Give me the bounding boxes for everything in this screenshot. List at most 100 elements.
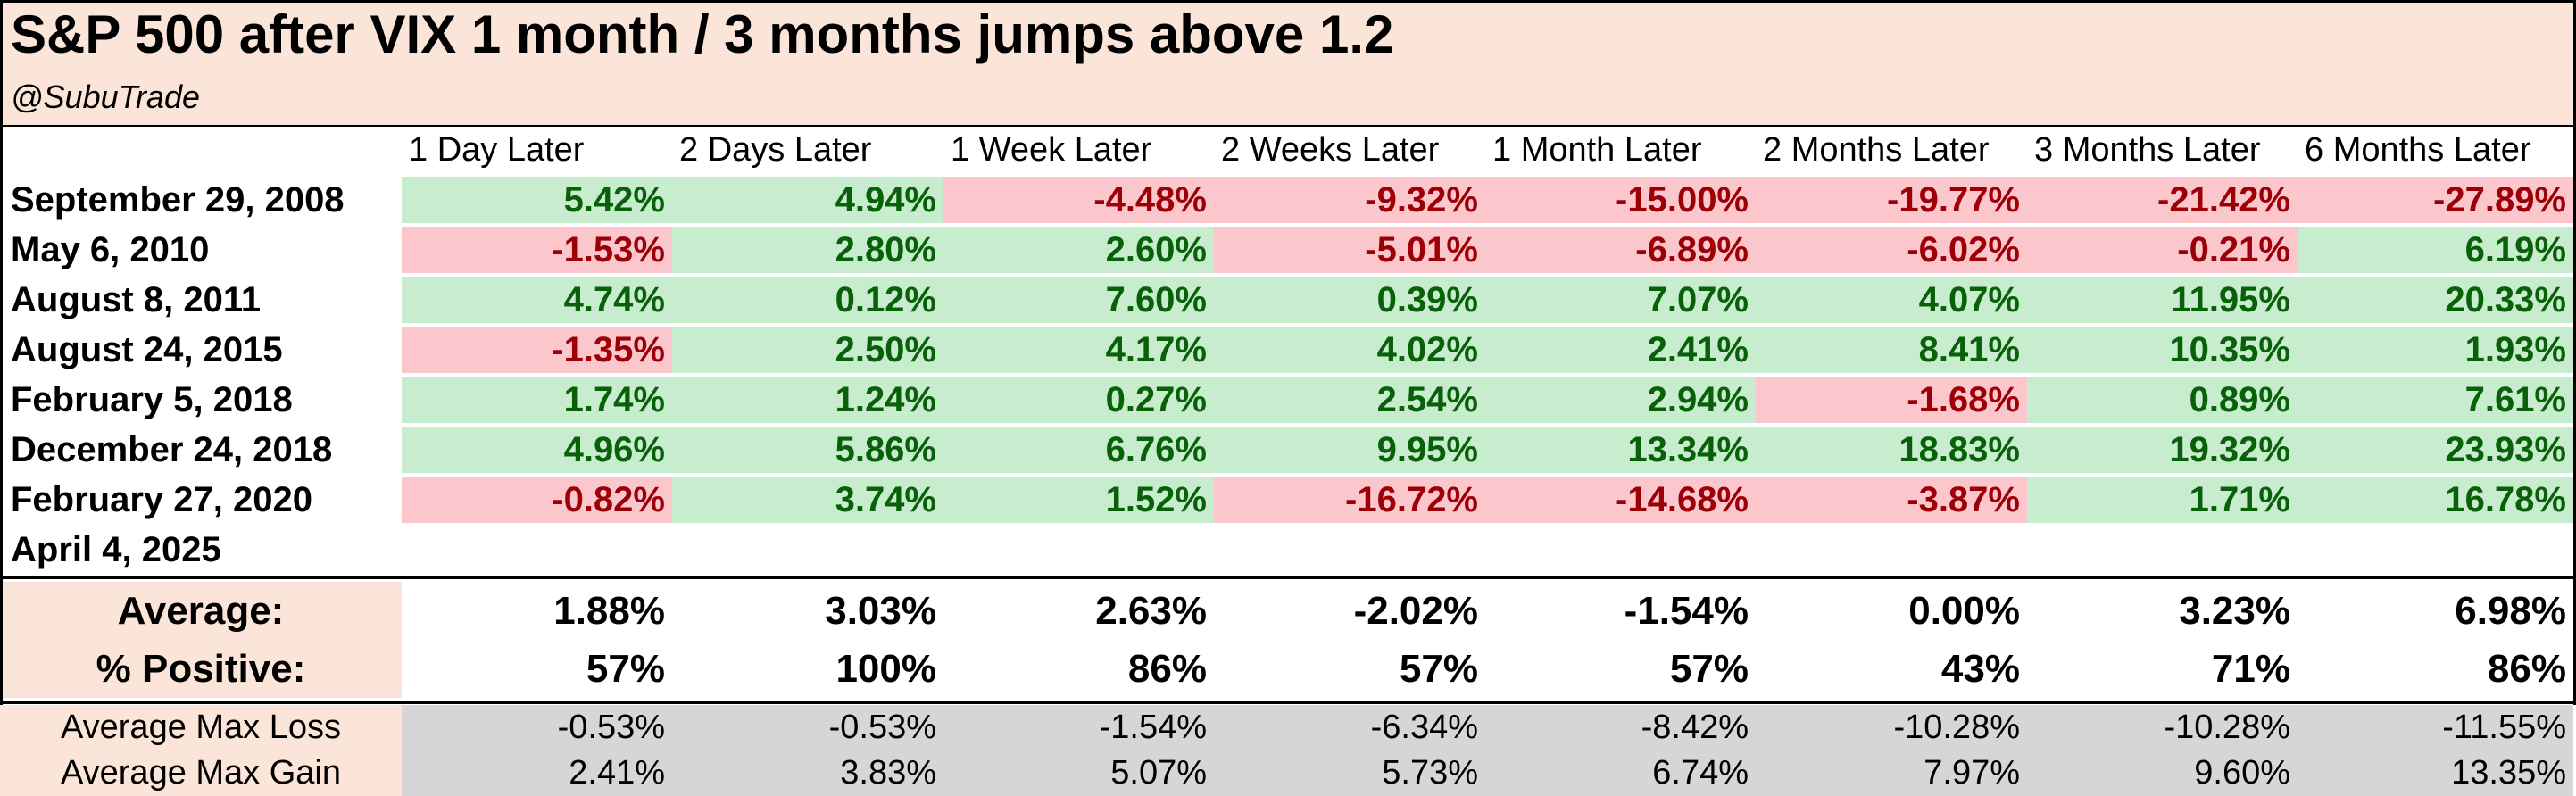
return-cell [943,527,1214,573]
column-header: 2 Months Later [1763,130,1990,169]
max-stat-label: Average Max Loss [0,705,402,750]
return-cell: 2.80% [672,227,943,273]
header-divider-line [0,125,2576,127]
return-cell: 4.07% [1756,277,2027,323]
return-cell: -6.89% [1485,227,1756,273]
return-cell: 2.60% [943,227,1214,273]
return-cell: 4.94% [672,177,943,223]
return-cell: 4.17% [943,327,1214,373]
return-cell: 6.76% [943,427,1214,473]
summary-value: 57% [1669,646,1749,691]
return-cell: 2.50% [672,327,943,373]
return-cell: -9.32% [1214,177,1485,223]
max-stat-value: 3.83% [672,750,943,796]
return-cell: 0.27% [943,377,1214,423]
return-cell: 4.96% [402,427,672,473]
return-cell: -15.00% [1485,177,1756,223]
max-stat-value: -11.55% [2298,705,2573,750]
right-border-line [2573,0,2576,705]
title-bar [0,0,2576,125]
return-cell: -0.21% [2027,227,2298,273]
summary-value: -2.02% [1353,588,1478,633]
row-date-label: May 6, 2010 [11,229,210,269]
summary-top-line [0,576,2576,579]
column-header: 3 Months Later [2034,130,2261,169]
row-date-label: February 27, 2020 [11,479,312,519]
return-cell [2298,527,2573,573]
return-cell: 3.74% [672,477,943,523]
row-date-label: April 4, 2025 [11,529,221,569]
summary-value: 100% [835,646,936,691]
summary-value: 86% [1127,646,1207,691]
row-date-label: December 24, 2018 [11,429,333,469]
return-cell: 9.95% [1214,427,1485,473]
return-cell: 13.34% [1485,427,1756,473]
table-subtitle: @SubuTrade [11,79,200,115]
return-cell: -5.01% [1214,227,1485,273]
max-stat-value: -6.34% [1214,705,1485,750]
max-stat-value: 6.74% [1485,750,1756,796]
max-stat-value: 5.07% [943,750,1214,796]
summary-label: % Positive: [0,640,402,698]
return-cell: 11.95% [2027,277,2298,323]
return-cell: -14.68% [1485,477,1756,523]
return-cell: -6.02% [1756,227,2027,273]
return-cell: 7.07% [1485,277,1756,323]
max-stat-value: -10.28% [1756,705,2027,750]
return-cell [2027,527,2298,573]
row-date-label: August 24, 2015 [11,329,283,369]
return-cell: 1.24% [672,377,943,423]
summary-value: 6.98% [2455,588,2566,633]
return-cell: 4.74% [402,277,672,323]
return-cell: 2.54% [1214,377,1485,423]
max-stat-value: 7.97% [1756,750,2027,796]
return-cell: 2.94% [1485,377,1756,423]
return-cell: -1.53% [402,227,672,273]
summary-bottom-line [0,701,2576,704]
max-stat-value: -1.54% [943,705,1214,750]
return-cell: 1.52% [943,477,1214,523]
return-cell: 19.32% [2027,427,2298,473]
summary-value: 86% [2487,646,2566,691]
row-date-label: September 29, 2008 [11,179,345,220]
return-cell: 20.33% [2298,277,2573,323]
return-cell: -19.77% [1756,177,2027,223]
return-cell: -1.68% [1756,377,2027,423]
left-border-line [0,0,3,705]
summary-value: 3.03% [825,588,936,633]
column-header: 1 Day Later [409,130,585,169]
return-cell: 16.78% [2298,477,2573,523]
return-cell: 7.61% [2298,377,2573,423]
return-cell: 23.93% [2298,427,2573,473]
max-stat-value: 9.60% [2027,750,2298,796]
return-cell: 0.39% [1214,277,1485,323]
column-header: 6 Months Later [2305,130,2531,169]
return-cell: 0.89% [2027,377,2298,423]
return-cell: -16.72% [1214,477,1485,523]
return-cell: -1.35% [402,327,672,373]
return-cell [402,527,672,573]
return-cell: 1.74% [402,377,672,423]
return-cell: 18.83% [1756,427,2027,473]
column-header: 1 Month Later [1492,130,1702,169]
row-date-label: August 8, 2011 [11,279,262,319]
summary-value: -1.54% [1624,588,1749,633]
return-cell: 5.42% [402,177,672,223]
return-cell: -0.82% [402,477,672,523]
return-cell: 7.60% [943,277,1214,323]
max-stat-value: -0.53% [672,705,943,750]
table-title: S&P 500 after VIX 1 month / 3 months jum… [11,4,1394,64]
return-cell: 0.12% [672,277,943,323]
return-cell: 1.71% [2027,477,2298,523]
return-cell: 8.41% [1756,327,2027,373]
return-cell: -4.48% [943,177,1214,223]
summary-value: 0.00% [1908,588,2020,633]
summary-label: Average: [0,582,402,640]
return-cell [672,527,943,573]
summary-value: 1.88% [553,588,665,633]
summary-value: 3.23% [2179,588,2290,633]
max-stat-value: 2.41% [402,750,672,796]
summary-value: 57% [1399,646,1478,691]
row-date-label: February 5, 2018 [11,379,293,419]
